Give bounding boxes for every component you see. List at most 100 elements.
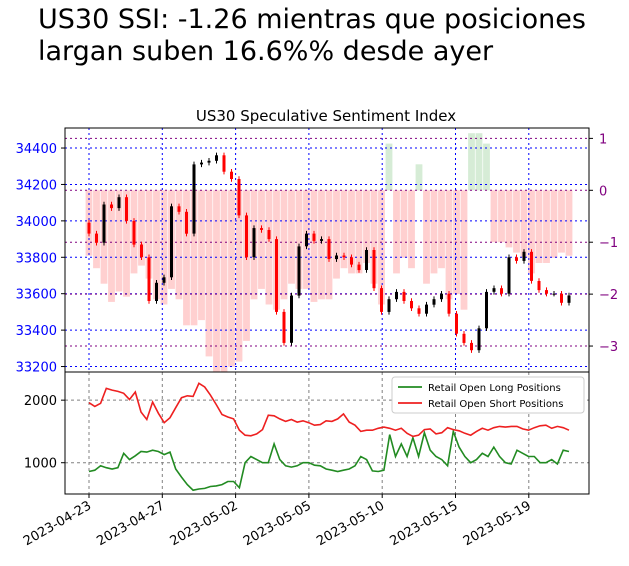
ssi-bar xyxy=(528,190,535,274)
ssi-bar xyxy=(258,190,265,289)
ssi-bar xyxy=(468,133,475,191)
ssi-tick-label: −3 xyxy=(599,340,618,355)
ssi-bar xyxy=(280,190,288,300)
candle-body xyxy=(470,342,473,351)
candle-body xyxy=(342,255,346,258)
headline-line-1: US30 SSI: -1.26 mientras que posiciones xyxy=(38,4,586,35)
ssi-bar xyxy=(490,190,498,243)
ssi-bar xyxy=(295,190,303,289)
ssi-bar xyxy=(333,190,340,279)
ssi-bar xyxy=(138,190,145,266)
x-tick-label: 2023-05-19 xyxy=(461,498,534,549)
candle-body xyxy=(267,230,271,240)
candle-body xyxy=(185,211,188,234)
ssi-bar xyxy=(565,190,573,256)
ssi-bar xyxy=(153,190,160,300)
ssi-bar xyxy=(535,190,543,263)
candle-body xyxy=(290,295,293,343)
price-tick-label: 33600 xyxy=(16,288,57,303)
candle-body xyxy=(110,204,113,209)
price-tick-label: 33400 xyxy=(16,324,57,339)
ssi-tick-label: −2 xyxy=(599,288,618,303)
ssi-bar xyxy=(370,190,378,284)
ssi-bar xyxy=(340,190,348,269)
candle-body xyxy=(380,288,383,312)
candle-body xyxy=(500,288,503,294)
candle-body xyxy=(440,293,443,300)
ssi-bar xyxy=(115,190,123,292)
candle-body xyxy=(402,291,406,301)
candle-body xyxy=(492,288,496,292)
candle-body xyxy=(155,282,158,301)
candle-body xyxy=(245,215,248,258)
ssi-bar xyxy=(265,190,273,305)
candle-body xyxy=(350,257,353,265)
ssi-bar xyxy=(475,133,483,191)
ssi-bar xyxy=(235,190,243,362)
ssi-bar xyxy=(363,190,370,263)
ssi-bar xyxy=(430,190,438,274)
ssi-bar xyxy=(445,190,453,300)
positions-frame xyxy=(64,371,590,495)
ssi-tick-label: 0 xyxy=(599,184,607,199)
ssi-bar xyxy=(498,190,505,243)
ssi-bar xyxy=(355,190,363,274)
candle-body xyxy=(117,197,121,209)
candle-body xyxy=(192,164,196,234)
candle-body xyxy=(410,301,413,309)
candle-body xyxy=(477,328,481,351)
ssi-bar xyxy=(160,190,168,305)
ssi-bar xyxy=(385,143,393,191)
ssi-bar xyxy=(513,190,520,253)
candle-body xyxy=(222,155,226,172)
series-line xyxy=(88,428,570,492)
candle-body xyxy=(275,239,278,312)
ssi-bar xyxy=(190,190,198,326)
candle-body xyxy=(372,250,376,289)
candle-body xyxy=(87,222,91,234)
candle-body xyxy=(102,204,106,243)
candle-body xyxy=(162,277,166,283)
ssi-bar xyxy=(145,190,153,279)
price-tick-label: 34000 xyxy=(16,215,57,230)
candle-body xyxy=(252,228,256,258)
series-line xyxy=(88,382,570,438)
candle-body xyxy=(432,299,436,305)
legend-label: Retail Open Long Positions xyxy=(428,383,561,394)
x-tick-label: 2023-05-15 xyxy=(388,498,461,549)
candle-body xyxy=(485,291,488,329)
ssi-bar xyxy=(108,190,115,302)
candle-body xyxy=(230,171,233,179)
ssi-bar xyxy=(550,190,558,258)
x-tick-label: 2023-04-23 xyxy=(21,498,94,549)
price-tick-label: 33200 xyxy=(16,361,57,376)
ssi-bar xyxy=(460,190,468,310)
legend-label: Retail Open Short Positions xyxy=(428,399,563,410)
candle-body xyxy=(462,333,466,343)
candle-body xyxy=(215,155,218,161)
candle-body xyxy=(147,257,151,301)
candle-body xyxy=(335,255,338,260)
headline-line-2: largan suben 16.6%% desde ayer xyxy=(38,36,494,67)
candle-body xyxy=(425,304,428,314)
candle-body xyxy=(260,228,263,230)
candle-body xyxy=(515,257,518,261)
ssi-bar xyxy=(400,190,408,258)
chart-title: US30 Speculative Sentiment Index xyxy=(196,107,456,125)
candle-body xyxy=(447,293,451,314)
ssi-bar xyxy=(408,190,415,269)
candle-body xyxy=(357,264,361,271)
candle-body xyxy=(177,206,181,212)
ssi-bar xyxy=(288,190,295,284)
candle-body xyxy=(125,197,128,221)
ssi-bar xyxy=(423,190,430,284)
ssi-tick-label: −1 xyxy=(599,236,618,251)
candle-body xyxy=(95,233,98,243)
candle-body xyxy=(560,293,563,303)
candle-body xyxy=(320,239,323,241)
candle-body xyxy=(417,308,421,314)
x-tick-label: 2023-05-10 xyxy=(314,498,387,549)
candle-body xyxy=(530,251,533,281)
candle-body xyxy=(395,291,398,300)
